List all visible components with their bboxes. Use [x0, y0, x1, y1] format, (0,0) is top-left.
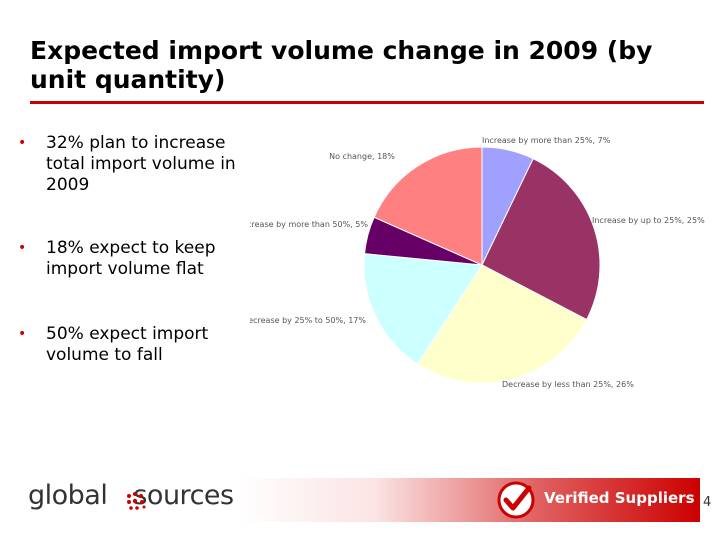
- bullet-item: • 18% expect to keep import volume flat: [18, 238, 258, 280]
- pie-slice: [481, 158, 601, 321]
- bullet-item: • 32% plan to increase total import volu…: [18, 133, 258, 196]
- pie-slice: [373, 146, 483, 266]
- bullet-text: 18% expect to keep import volume flat: [46, 238, 216, 279]
- pie-chart: Increase by more than 25%, 7% Increase by…: [250, 135, 710, 415]
- pie-slice: [416, 264, 588, 384]
- bullet-text: 50% expect import volume to fall: [46, 324, 209, 365]
- bullet-text: 32% plan to increase total import volume…: [46, 133, 236, 195]
- bullet-item: • 50% expect import volume to fall: [18, 324, 258, 366]
- pie-slice-label: Decrease by more than 50%, 5%: [250, 220, 368, 229]
- verified-check-icon: [497, 481, 535, 519]
- global-sources-logo: global sources: [28, 480, 234, 511]
- bullet-icon: •: [18, 135, 27, 151]
- slide-title: Expected import volume change in 2009 (b…: [30, 36, 653, 94]
- page-number: 4: [703, 495, 712, 510]
- pie-slice: [363, 253, 483, 365]
- bullet-icon: •: [18, 326, 27, 342]
- bullet-icon: •: [18, 240, 27, 256]
- pie-slice-label: Increase by more than 25%, 7%: [482, 136, 611, 145]
- logo-text-right: sources: [133, 480, 234, 511]
- globe-dots-icon: [127, 492, 146, 510]
- pie-slice-label: Increase by up to 25%, 25%: [592, 216, 705, 225]
- logo-text-left: global: [28, 480, 108, 511]
- pie-slice-label: Decrease by 25% to 50%, 17%: [250, 316, 366, 325]
- pie-chart-svg: Increase by more than 25%, 7% Increase by…: [250, 136, 705, 389]
- pie-slice-label: No change, 18%: [329, 152, 395, 161]
- bullet-list: • 32% plan to increase total import volu…: [18, 133, 258, 366]
- verified-suppliers-label: Verified Suppliers: [544, 489, 695, 507]
- pie-slice-label: Decrease by less than 25%, 26%: [502, 380, 634, 389]
- verified-banner: [238, 478, 700, 522]
- title-underline: [30, 101, 704, 104]
